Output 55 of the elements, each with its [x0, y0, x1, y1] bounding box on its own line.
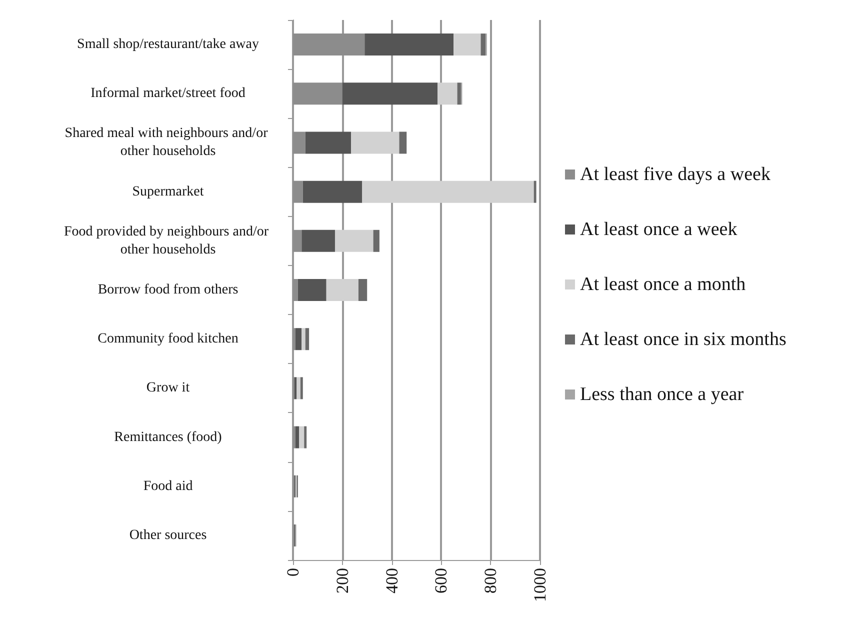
bar — [293, 279, 298, 301]
x-tick-label: 200 — [332, 568, 352, 594]
legend-label: Less than once a year — [580, 384, 744, 405]
bar — [342, 82, 438, 105]
bar — [304, 426, 307, 448]
bar — [358, 279, 368, 301]
bar — [334, 230, 374, 252]
bar — [299, 426, 304, 448]
bar — [302, 328, 306, 350]
legend-label: At least five days a week — [580, 164, 771, 185]
bar — [302, 230, 335, 252]
legend-label: At least once a month — [580, 274, 746, 295]
bar — [364, 34, 454, 56]
bar — [305, 132, 352, 154]
y-tick-label: Supermarket — [132, 184, 204, 200]
bar — [534, 180, 536, 203]
y-tick-label: Small shop/restaurant/take away — [77, 37, 259, 52]
bar — [305, 328, 310, 350]
legend-label: At least once a week — [580, 219, 738, 240]
bar — [457, 82, 461, 105]
bar — [437, 82, 458, 105]
y-tick-label: Remittances (food) — [114, 430, 222, 445]
y-tick-label: Borrow food from others — [98, 282, 238, 298]
bar — [296, 377, 300, 400]
x-tick-label: 800 — [481, 568, 500, 594]
y-tick-label: Grow it — [146, 380, 190, 396]
bar — [362, 180, 534, 203]
y-tick-label: Other sources — [129, 528, 207, 543]
bar — [293, 230, 302, 252]
bar — [302, 180, 362, 203]
bar — [300, 377, 303, 400]
y-tick-label: Food aid — [143, 478, 193, 494]
x-tick-label: 600 — [432, 568, 451, 594]
y-tick-label: Food provided by neighbours and/or other households — [64, 224, 272, 258]
bar — [295, 328, 302, 350]
bar — [294, 377, 297, 400]
bar — [454, 34, 481, 56]
y-tick-label: Informal market/street food — [90, 86, 246, 102]
bar — [480, 34, 486, 56]
bar — [399, 132, 407, 154]
y-tick-label: Community food kitchen — [98, 332, 238, 347]
bar — [326, 279, 358, 301]
legend-label: At least once in six months — [580, 329, 786, 350]
x-tick-label: 400 — [382, 568, 402, 594]
bar — [293, 180, 303, 203]
bar — [298, 279, 326, 301]
x-tick-label: 0 — [284, 568, 302, 576]
bar — [373, 230, 380, 252]
bar — [351, 132, 400, 154]
x-tick-label: 1000 — [530, 568, 550, 602]
y-tick-label: Shared meal with neighbours and/or other households — [64, 126, 272, 160]
bar — [293, 34, 365, 56]
bar — [293, 82, 342, 105]
bar — [295, 426, 300, 448]
bar — [293, 132, 306, 154]
